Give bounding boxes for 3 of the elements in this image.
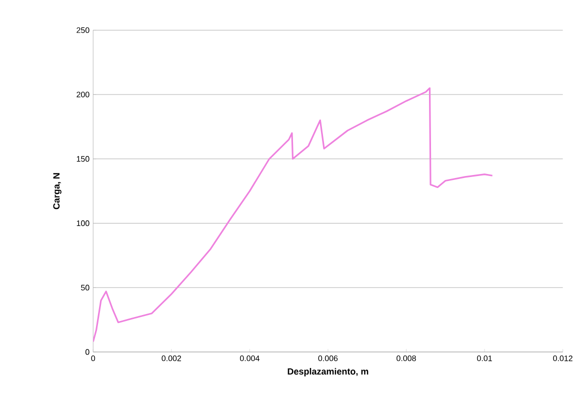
x-axis-title: Desplazamiento, m [288, 368, 368, 376]
y-axis-title: Carga, N [53, 173, 62, 210]
line-series [93, 87, 494, 342]
